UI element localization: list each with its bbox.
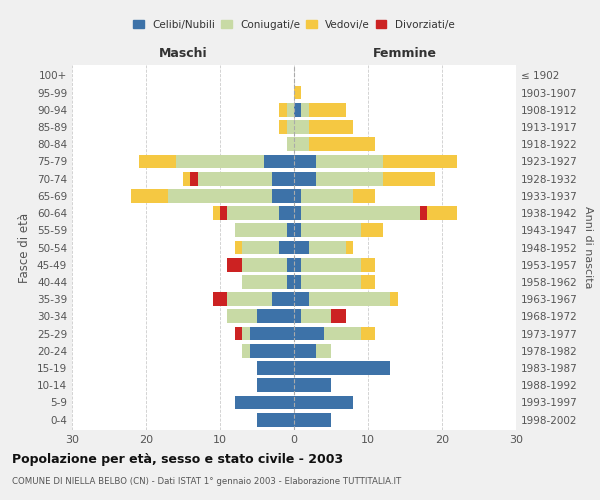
- Bar: [235, 224, 287, 237]
- Y-axis label: Fasce di età: Fasce di età: [19, 212, 31, 282]
- Bar: [227, 292, 272, 306]
- Bar: [309, 103, 346, 117]
- Text: Popolazione per età, sesso e stato civile - 2003: Popolazione per età, sesso e stato civil…: [12, 452, 343, 466]
- Bar: [301, 258, 361, 272]
- Bar: [301, 275, 361, 289]
- Bar: [242, 240, 279, 254]
- Bar: [323, 326, 361, 340]
- Bar: [183, 172, 190, 185]
- Bar: [272, 172, 294, 185]
- Bar: [212, 292, 227, 306]
- Bar: [316, 154, 383, 168]
- Bar: [287, 120, 294, 134]
- Bar: [287, 103, 294, 117]
- Bar: [250, 326, 294, 340]
- Bar: [242, 258, 287, 272]
- Bar: [294, 326, 323, 340]
- Bar: [301, 224, 361, 237]
- Y-axis label: Anni di nascita: Anni di nascita: [583, 206, 593, 289]
- Bar: [294, 189, 301, 202]
- Legend: Celibi/Nubili, Coniugati/e, Vedovi/e, Divorziati/e: Celibi/Nubili, Coniugati/e, Vedovi/e, Di…: [129, 16, 459, 34]
- Bar: [361, 224, 383, 237]
- Bar: [294, 292, 309, 306]
- Bar: [383, 172, 434, 185]
- Bar: [361, 275, 376, 289]
- Bar: [235, 240, 242, 254]
- Bar: [383, 154, 457, 168]
- Bar: [309, 240, 346, 254]
- Bar: [390, 292, 398, 306]
- Bar: [427, 206, 457, 220]
- Bar: [331, 310, 346, 324]
- Bar: [279, 240, 294, 254]
- Bar: [294, 86, 301, 100]
- Bar: [361, 258, 376, 272]
- Bar: [294, 275, 301, 289]
- Text: COMUNE DI NIELLA BELBO (CN) - Dati ISTAT 1° gennaio 2003 - Elaborazione TUTTITAL: COMUNE DI NIELLA BELBO (CN) - Dati ISTAT…: [12, 478, 401, 486]
- Bar: [131, 189, 168, 202]
- Bar: [257, 361, 294, 375]
- Bar: [294, 120, 309, 134]
- Bar: [294, 310, 301, 324]
- Bar: [279, 120, 287, 134]
- Bar: [294, 361, 390, 375]
- Bar: [190, 172, 198, 185]
- Bar: [235, 396, 294, 409]
- Bar: [316, 172, 383, 185]
- Bar: [301, 103, 309, 117]
- Bar: [176, 154, 265, 168]
- Bar: [279, 103, 287, 117]
- Bar: [227, 258, 242, 272]
- Bar: [294, 378, 331, 392]
- Text: Maschi: Maschi: [158, 47, 208, 60]
- Bar: [294, 344, 316, 358]
- Bar: [279, 206, 294, 220]
- Bar: [294, 172, 316, 185]
- Bar: [353, 189, 376, 202]
- Bar: [272, 189, 294, 202]
- Bar: [361, 326, 376, 340]
- Bar: [316, 344, 331, 358]
- Bar: [294, 396, 353, 409]
- Bar: [168, 189, 272, 202]
- Bar: [250, 344, 294, 358]
- Bar: [301, 310, 331, 324]
- Bar: [139, 154, 176, 168]
- Bar: [272, 292, 294, 306]
- Bar: [242, 275, 287, 289]
- Bar: [294, 413, 331, 426]
- Bar: [287, 275, 294, 289]
- Bar: [257, 413, 294, 426]
- Bar: [227, 310, 257, 324]
- Bar: [257, 378, 294, 392]
- Bar: [301, 206, 420, 220]
- Bar: [220, 206, 227, 220]
- Bar: [294, 206, 301, 220]
- Bar: [294, 258, 301, 272]
- Bar: [212, 206, 220, 220]
- Bar: [294, 224, 301, 237]
- Text: Femmine: Femmine: [373, 47, 437, 60]
- Bar: [235, 326, 242, 340]
- Bar: [198, 172, 272, 185]
- Bar: [309, 292, 390, 306]
- Bar: [242, 326, 250, 340]
- Bar: [420, 206, 427, 220]
- Bar: [287, 224, 294, 237]
- Bar: [287, 258, 294, 272]
- Bar: [242, 344, 250, 358]
- Bar: [309, 120, 353, 134]
- Bar: [287, 138, 294, 151]
- Bar: [309, 138, 376, 151]
- Bar: [227, 206, 279, 220]
- Bar: [294, 138, 309, 151]
- Bar: [294, 240, 309, 254]
- Bar: [265, 154, 294, 168]
- Bar: [346, 240, 353, 254]
- Bar: [257, 310, 294, 324]
- Bar: [294, 103, 301, 117]
- Bar: [294, 154, 316, 168]
- Bar: [301, 189, 353, 202]
